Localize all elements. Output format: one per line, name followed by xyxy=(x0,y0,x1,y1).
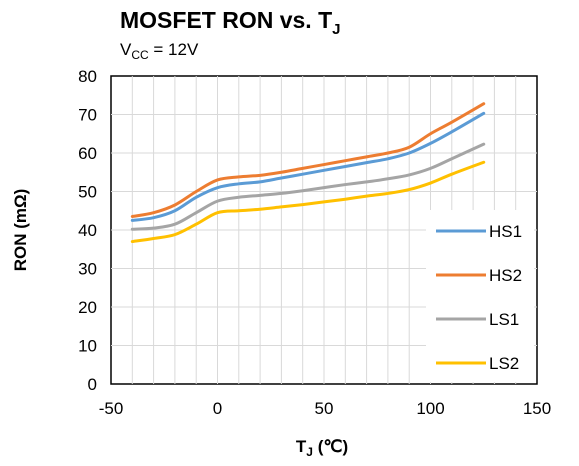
legend: HS1 HS2 LS1 LS2 xyxy=(426,210,534,382)
x-tick-label: 150 xyxy=(523,399,551,418)
y-tick-label: 60 xyxy=(78,144,97,163)
chart-title: MOSFET RON vs. TJ xyxy=(120,7,340,38)
x-tick-label: 50 xyxy=(315,399,334,418)
grid-lines xyxy=(111,76,537,384)
x-tick-label: -50 xyxy=(99,399,124,418)
y-tick-label: 30 xyxy=(78,260,97,279)
y-tick-label: 40 xyxy=(78,221,97,240)
series-line-ls1 xyxy=(130,142,486,231)
x-axis-label: TJ (℃) xyxy=(296,437,348,459)
y-tick-label: 70 xyxy=(78,106,97,125)
legend-label-ls2: LS2 xyxy=(489,354,519,373)
chart-subtitle: VCC = 12V xyxy=(120,40,199,62)
series-line-hs2 xyxy=(130,102,486,219)
legend-label-hs1: HS1 xyxy=(489,222,522,241)
y-tick-label: 80 xyxy=(78,67,97,86)
x-tick-labels: -50 0 50 100 150 xyxy=(99,399,551,418)
y-tick-label: 0 xyxy=(88,375,97,394)
y-tick-label: 20 xyxy=(78,298,97,317)
legend-label-hs2: HS2 xyxy=(489,266,522,285)
series-line-hs1 xyxy=(130,111,486,222)
x-tick-label: 100 xyxy=(416,399,444,418)
legend-label-ls1: LS1 xyxy=(489,310,519,329)
y-axis-label: RON (mΩ) xyxy=(11,189,30,272)
series-layer xyxy=(130,102,486,244)
legend-background xyxy=(426,210,534,382)
y-tick-label: 10 xyxy=(78,337,97,356)
y-tick-labels: 0 10 20 30 40 50 60 70 80 xyxy=(78,67,97,394)
series-line-ls2 xyxy=(130,160,486,244)
x-tick-label: 0 xyxy=(213,399,222,418)
y-tick-label: 50 xyxy=(78,183,97,202)
